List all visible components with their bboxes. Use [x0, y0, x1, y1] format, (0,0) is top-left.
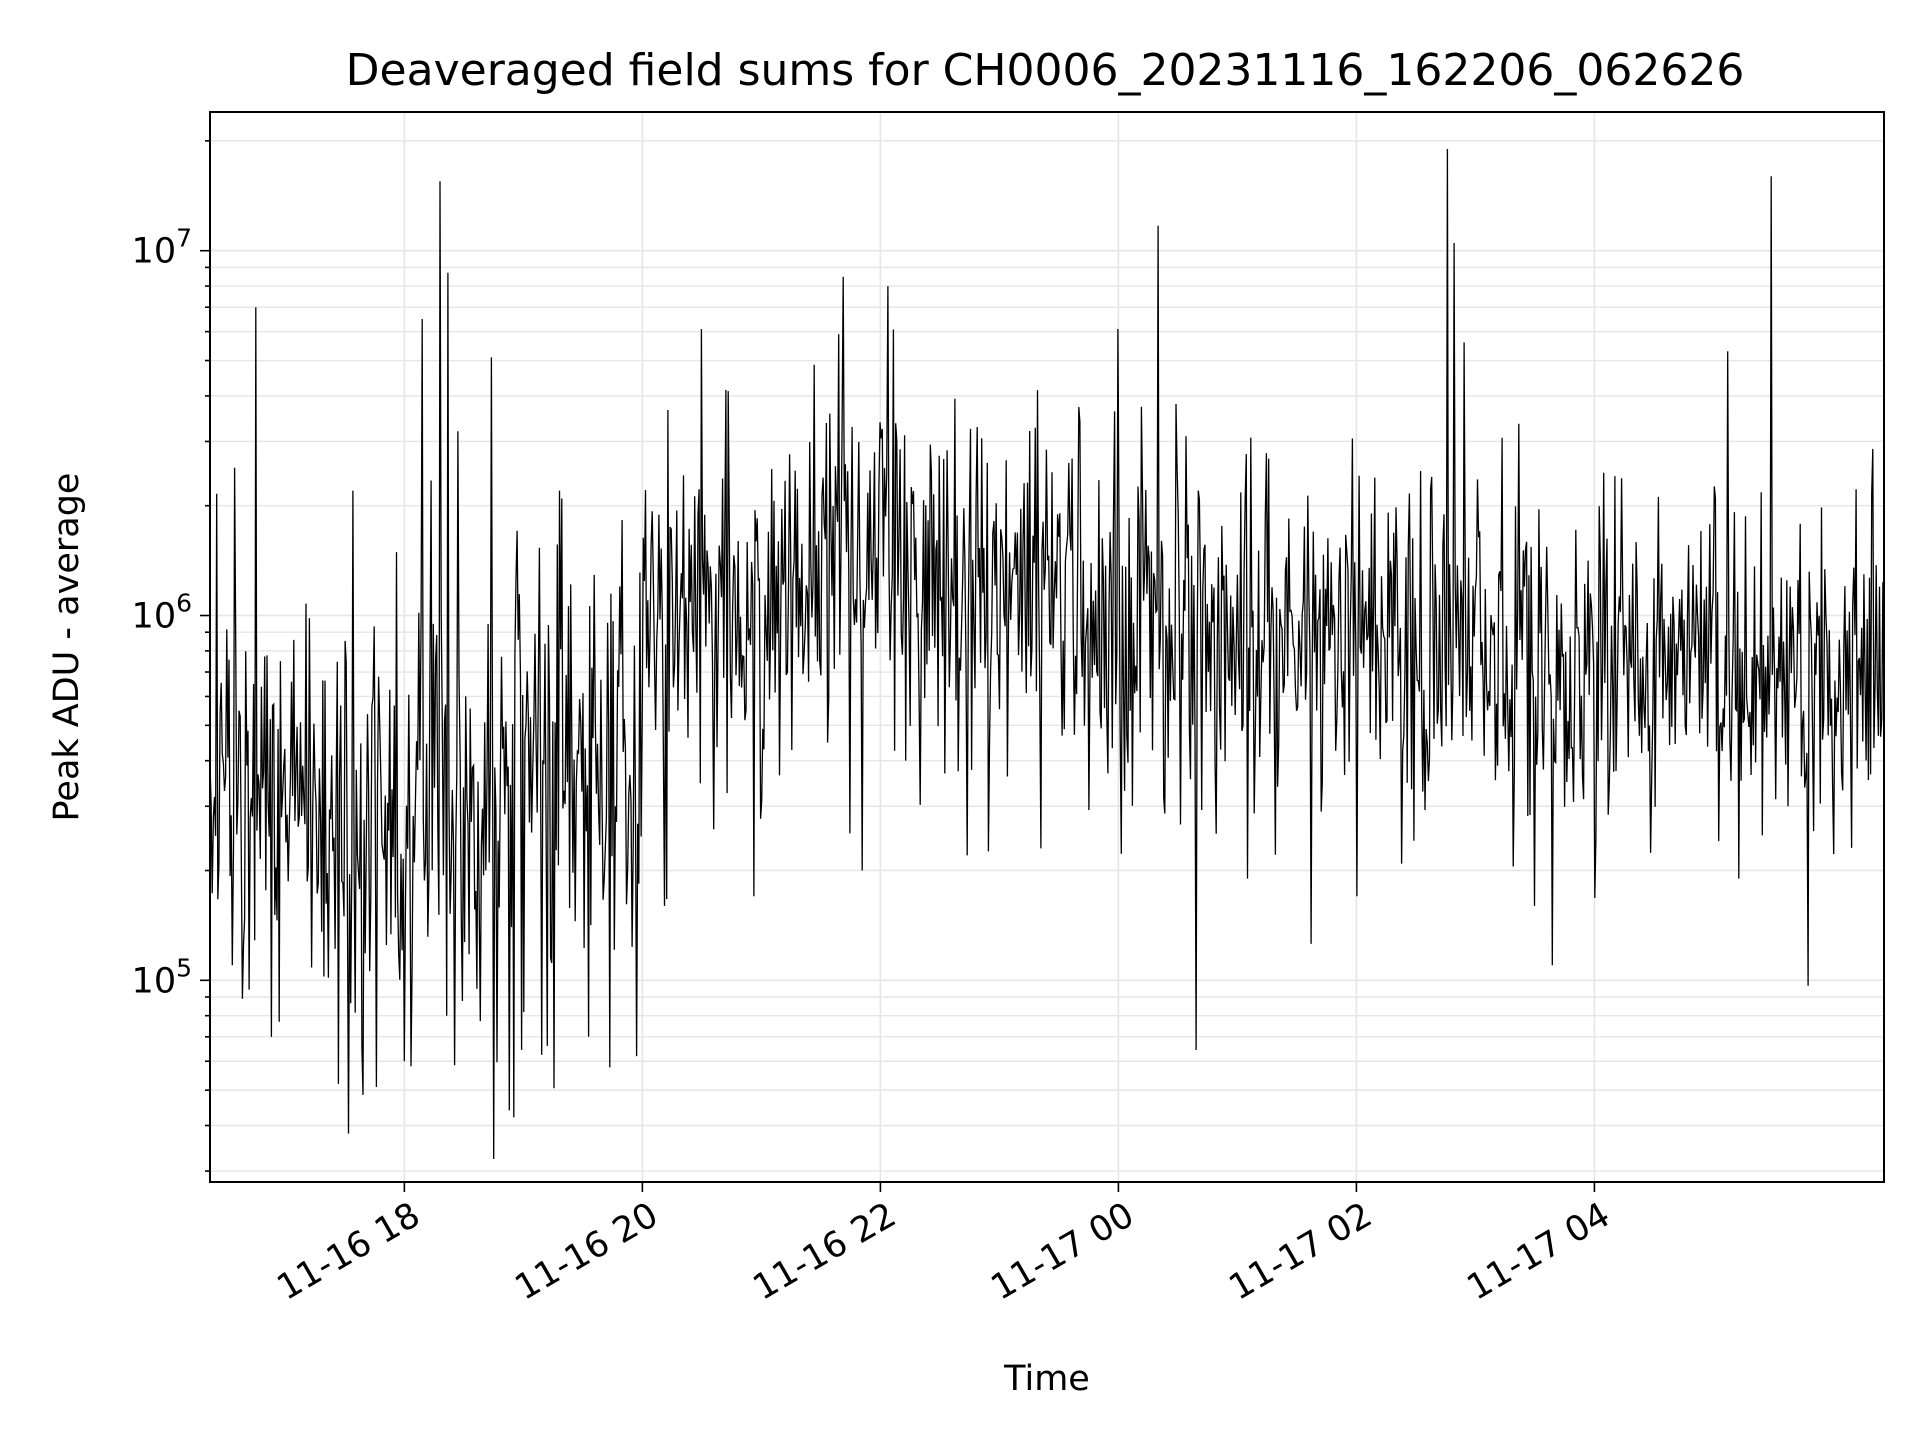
y-tick-base: 10 [132, 232, 177, 272]
y-tick-label: 107 [132, 224, 192, 272]
x-axis: 11-16 18 11-16 20 11-16 22 11-17 00 11-17 02… [271, 1182, 1617, 1308]
series-polyline [209, 148, 1885, 1160]
x-tick-label: 11-17 04 [1461, 1195, 1617, 1308]
y-tick-label: 106 [132, 589, 192, 637]
y-axis-label: Peak ADU - average [47, 473, 87, 822]
y-tick-base: 10 [132, 597, 177, 637]
y-tick-exponent: 5 [176, 953, 192, 982]
y-tick-label: 105 [132, 953, 192, 1001]
x-tick-label: 11-16 22 [747, 1195, 903, 1308]
x-tick-label: 11-16 18 [271, 1195, 427, 1308]
x-tick-label: 11-17 00 [985, 1195, 1141, 1308]
series-line [209, 148, 1885, 1160]
chart-title: Deaveraged field sums for CH0006_2023111… [346, 45, 1745, 96]
x-axis-label: Time [1003, 1359, 1090, 1399]
x-tick-label: 11-17 02 [1223, 1195, 1379, 1308]
y-tick-exponent: 7 [176, 224, 192, 253]
y-tick-base: 10 [132, 961, 177, 1001]
y-tick-exponent: 6 [176, 589, 192, 618]
x-tick-label: 11-16 20 [509, 1195, 665, 1308]
plot-frame [209, 111, 1885, 1183]
